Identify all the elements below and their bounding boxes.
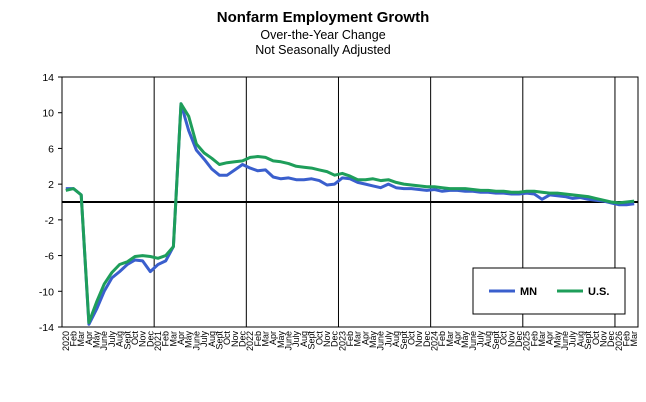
x-tick-label: Dec — [237, 331, 247, 348]
x-tick-label: Aug — [299, 331, 309, 347]
x-tick-label: Apr — [84, 331, 94, 345]
x-tick-label: June — [376, 331, 386, 351]
x-tick-label: Nov — [138, 331, 148, 348]
x-tick-label: 2021 — [153, 331, 163, 351]
chart-title: Nonfarm Employment Growth — [216, 9, 430, 26]
x-tick-label: Mar — [537, 331, 547, 347]
x-tick-label: Dec — [514, 331, 524, 348]
x-tick-label: Dec — [145, 331, 155, 348]
x-tick-label: July — [291, 331, 301, 348]
x-tick-label: May — [184, 331, 194, 349]
x-tick-label: Feb — [529, 331, 539, 347]
x-tick-label: Oct — [591, 331, 601, 346]
x-tick-label: June — [284, 331, 294, 351]
x-tick-label: Oct — [314, 331, 324, 346]
x-tick-label: Mar — [76, 331, 86, 347]
x-tick-label: Apr — [545, 331, 555, 345]
x-tick-label: 2020 — [61, 331, 71, 351]
legend-label: MN — [520, 286, 537, 298]
x-tick-label: Aug — [575, 331, 585, 347]
x-tick-label: July — [568, 331, 578, 348]
x-tick-label: Nov — [230, 331, 240, 348]
x-tick-label: Mar — [168, 331, 178, 347]
chart-subtitle-1: Over-the-Year Change — [260, 28, 386, 42]
x-tick-label: Mar — [353, 331, 363, 347]
x-tick-label: 2026 — [614, 331, 624, 351]
chart-titles: Nonfarm Employment Growth Over-the-Year … — [0, 8, 646, 58]
x-tick-label: Nov — [414, 331, 424, 348]
y-tick-label: -10 — [39, 286, 54, 298]
x-tick-label: Sept — [399, 331, 409, 350]
x-tick-label: Sept — [491, 331, 501, 350]
series-line-mn — [65, 102, 635, 326]
y-tick-label: 2 — [48, 179, 54, 191]
x-tick-label: 2023 — [337, 331, 347, 351]
x-tick-label: Feb — [161, 331, 171, 347]
x-tick-label: June — [99, 331, 109, 351]
x-tick-label: Apr — [268, 331, 278, 345]
x-tick-label: Dec — [330, 331, 340, 348]
x-tick-label: Apr — [176, 331, 186, 345]
x-tick-label: Nov — [598, 331, 608, 348]
x-tick-label: Dec — [422, 331, 432, 348]
x-tick-label: Aug — [391, 331, 401, 347]
y-tick-label: -6 — [45, 251, 54, 263]
x-tick-label: May — [276, 331, 286, 349]
x-tick-label: Sept — [307, 331, 317, 350]
x-tick-label: Aug — [483, 331, 493, 347]
series-line-u-s — [65, 102, 635, 324]
x-tick-label: Nov — [322, 331, 332, 348]
x-tick-label: June — [191, 331, 201, 351]
x-tick-label: July — [476, 331, 486, 348]
x-tick-label: Apr — [360, 331, 370, 345]
x-tick-label: Mar — [629, 331, 639, 347]
x-tick-label: Nov — [506, 331, 516, 348]
x-tick-label: May — [460, 331, 470, 349]
x-tick-label: July — [199, 331, 209, 348]
x-tick-label: June — [560, 331, 570, 351]
y-tick-label: 10 — [42, 108, 54, 120]
x-tick-label: Apr — [453, 331, 463, 345]
x-tick-label: Feb — [69, 331, 79, 347]
legend-label: U.S. — [588, 286, 609, 298]
x-tick-label: Feb — [621, 331, 631, 347]
x-tick-label: Oct — [222, 331, 232, 346]
x-tick-label: 2022 — [245, 331, 255, 351]
x-tick-label: Sept — [583, 331, 593, 350]
x-tick-label: May — [368, 331, 378, 349]
x-tick-label: Oct — [130, 331, 140, 346]
x-tick-label: July — [107, 331, 117, 348]
x-tick-label: Oct — [499, 331, 509, 346]
x-tick-label: Oct — [406, 331, 416, 346]
x-tick-label: Feb — [345, 331, 355, 347]
chart-subtitle-2: Not Seasonally Adjusted — [255, 43, 391, 57]
y-tick-label: -2 — [45, 215, 54, 227]
x-tick-label: May — [552, 331, 562, 349]
x-tick-label: Mar — [261, 331, 271, 347]
y-tick-label: 6 — [48, 143, 54, 155]
x-tick-label: Dec — [606, 331, 616, 348]
x-tick-label: Aug — [115, 331, 125, 347]
x-tick-label: Feb — [437, 331, 447, 347]
x-tick-label: Feb — [253, 331, 263, 347]
x-tick-label: Sept — [122, 331, 132, 350]
y-tick-label: -14 — [39, 322, 54, 334]
x-tick-label: Aug — [207, 331, 217, 347]
x-tick-label: 2024 — [429, 331, 439, 351]
x-tick-label: June — [468, 331, 478, 351]
x-tick-label: 2025 — [522, 331, 532, 351]
x-tick-label: Mar — [445, 331, 455, 347]
y-tick-label: 14 — [42, 72, 54, 84]
x-tick-label: May — [92, 331, 102, 349]
x-tick-label: Sept — [214, 331, 224, 350]
x-tick-label: July — [383, 331, 393, 348]
